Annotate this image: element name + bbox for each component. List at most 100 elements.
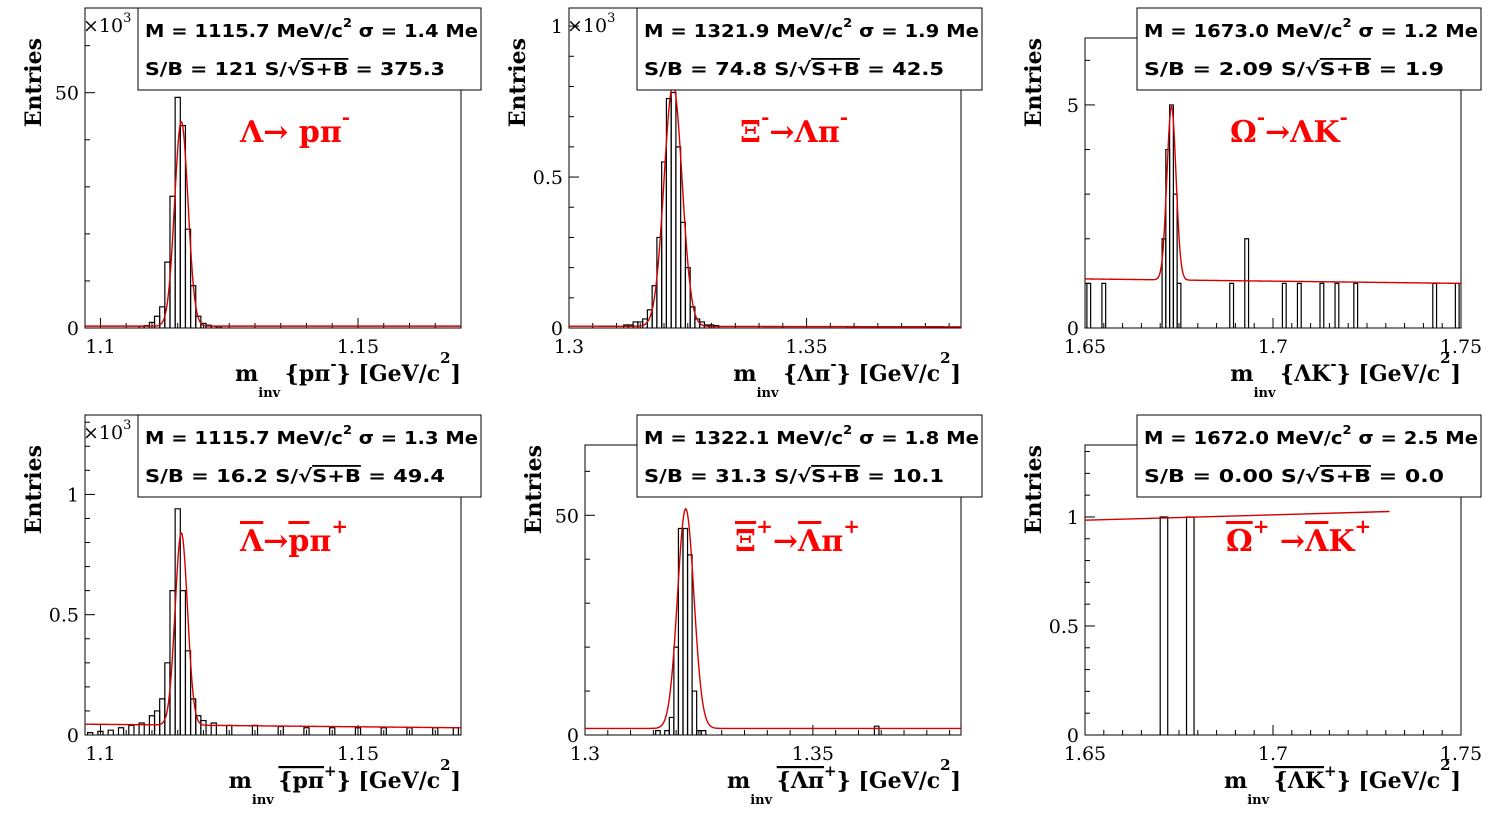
stats-box-frame xyxy=(1136,7,1482,91)
y-tick-label: 50 xyxy=(555,505,579,527)
x-tick-label: 1.3 xyxy=(570,743,600,765)
stats-line-2: S/B = 0.00 S/√ S+B = 0.0 xyxy=(1144,466,1444,487)
stats-box: M = 1322.1 MeV/c 2 σ = 1.8 Me S/B = 31.3 S… xyxy=(636,414,983,498)
histogram-bin xyxy=(380,727,387,735)
x-tick-label: 1.1 xyxy=(85,743,115,765)
histogram-bin xyxy=(164,261,171,328)
y-multiplier: ×103 xyxy=(83,418,131,444)
stats-line-2: S/B = 16.2 S/√ S+B = 49.4 xyxy=(145,466,445,487)
histogram-panel-6: 1.65 1.7 1.75 0 0.5 1 Entries M = 1672.0 MeV/c 2… xyxy=(1021,414,1482,808)
histogram-bin xyxy=(184,228,192,328)
x-tick-label: 1.35 xyxy=(792,743,834,765)
x-tick-label: 1.1 xyxy=(85,336,115,358)
histogram-bin xyxy=(189,285,197,328)
histogram-bin xyxy=(452,727,460,735)
stats-box-frame xyxy=(1136,414,1482,498)
histogram-bin xyxy=(664,730,670,735)
histogram-bin xyxy=(1101,282,1107,328)
fit-curve xyxy=(569,83,961,328)
x-tick-label: 1.3 xyxy=(554,336,584,358)
histogram-bin xyxy=(691,690,698,735)
histogram-bin xyxy=(303,727,310,735)
decay-label: Ω+ →ΛK+ xyxy=(1226,514,1371,559)
y-tick-label: 0 xyxy=(1067,318,1079,340)
histogram-bin xyxy=(1159,516,1169,735)
histogram-bin xyxy=(1319,282,1325,328)
x-tick-label: 1.15 xyxy=(337,336,379,358)
histogram-bin xyxy=(682,527,689,735)
histogram-bars xyxy=(655,527,880,735)
stats-line-1: M = 1673.0 MeV/c 2 σ = 1.2 Me xyxy=(1144,16,1478,42)
fit-curve xyxy=(1084,510,1390,521)
y-multiplier: ×103 xyxy=(567,11,615,37)
stats-box: M = 1673.0 MeV/c 2 σ = 1.2 Me S/B = 2.09 S… xyxy=(1136,7,1482,91)
decay-label: Ξ-→Λπ- xyxy=(740,105,848,150)
stats-line-1: M = 1115.7 MeV/c 2 σ = 1.3 Me xyxy=(145,423,478,449)
decay-label: Ξ+→Λπ+ xyxy=(735,514,860,559)
histogram-bin xyxy=(1281,282,1287,328)
x-tick-label: 1.7 xyxy=(1258,336,1288,358)
histogram-panel-3: 1.65 1.7 1.75 0 5 Entries M = 1673.0 MeV/c 2 σ … xyxy=(1021,7,1482,401)
histogram-bin xyxy=(1353,282,1359,328)
histogram-bin xyxy=(138,722,145,735)
fit-curve xyxy=(1084,105,1462,285)
x-axis-label: minv {pπ-} [GeV/c2] xyxy=(235,349,461,401)
y-tick-label: 5 xyxy=(1067,95,1079,117)
stats-line-1: M = 1115.7 MeV/c 2 σ = 1.4 Me xyxy=(145,16,478,42)
y-tick-label: 0 xyxy=(67,318,79,340)
y-axis-label: Entries xyxy=(21,445,47,534)
histogram-bin xyxy=(673,646,680,735)
histogram-bin xyxy=(1454,282,1460,328)
histogram-panel-2: 1.3 1.35 0 0.5 1 ×103 Entries M = 1321.9 MeV/c 2… xyxy=(505,7,983,401)
histogram-bin xyxy=(686,554,693,735)
y-tick-label: 0.5 xyxy=(1049,616,1079,638)
histogram-bin xyxy=(86,731,94,735)
histogram-bin xyxy=(1296,282,1302,328)
histogram-bin xyxy=(700,730,707,735)
histogram-bin xyxy=(1176,282,1182,328)
x-axis-label: minv {ΛK+} [GeV/c2] xyxy=(1224,756,1461,808)
y-axis-label: Entries xyxy=(521,445,547,534)
stats-box-frame xyxy=(636,7,983,91)
x-tick-label: 1.35 xyxy=(785,336,827,358)
histogram-panel-5: 1.3 1.35 0 50 Entries M = 1322.1 MeV/c 2 σ = 1… xyxy=(521,414,983,808)
histogram-bin xyxy=(153,710,161,735)
histogram-bin xyxy=(179,125,187,328)
y-axis-label: Entries xyxy=(1021,38,1047,127)
histogram-bin xyxy=(1172,193,1178,328)
y-axis-label: Entries xyxy=(1021,445,1047,534)
decay-label: Ω-→ΛK- xyxy=(1230,105,1348,150)
histogram-bin xyxy=(675,146,682,328)
histogram-bin xyxy=(159,698,166,735)
histogram-bin xyxy=(689,306,696,328)
stats-line-2: S/B = 31.3 S/√ S+B = 10.1 xyxy=(644,466,944,487)
y-tick-label: 0 xyxy=(1067,725,1079,747)
y-tick-label: 0 xyxy=(551,318,563,340)
stats-line-1: M = 1321.9 MeV/c 2 σ = 1.9 Me xyxy=(644,16,979,42)
histogram-bin xyxy=(670,91,677,328)
x-tick-label: 1.75 xyxy=(1440,336,1482,358)
histogram-bin xyxy=(107,729,114,735)
histogram-bin xyxy=(97,730,104,735)
x-tick-label: 1.7 xyxy=(1258,743,1288,765)
histogram-bars xyxy=(86,508,460,735)
fit-curve xyxy=(84,532,462,729)
stats-line-2: S/B = 121 S/√ S+B = 375.3 xyxy=(145,59,445,80)
x-tick-label: 1.15 xyxy=(337,743,379,765)
stats-line-1: M = 1322.1 MeV/c 2 σ = 1.8 Me xyxy=(644,423,979,449)
stats-box: M = 1321.9 MeV/c 2 σ = 1.9 Me S/B = 74.8 S… xyxy=(636,7,983,91)
x-axis-label: minv {Λπ-} [GeV/c2] xyxy=(733,349,961,401)
histogram-bin xyxy=(668,716,675,735)
y-tick-label: 0 xyxy=(567,725,579,747)
histogram-bin xyxy=(1185,516,1195,735)
histogram-bin xyxy=(184,650,192,735)
y-tick-label: 1 xyxy=(67,484,79,506)
histogram-bars xyxy=(623,91,720,328)
histogram-bin xyxy=(329,727,336,735)
histogram-bars xyxy=(1159,516,1195,735)
y-axis-label: Entries xyxy=(505,38,531,127)
x-tick-label: 1.75 xyxy=(1440,743,1482,765)
histogram-bin xyxy=(200,719,207,735)
histogram-bin xyxy=(873,725,880,735)
